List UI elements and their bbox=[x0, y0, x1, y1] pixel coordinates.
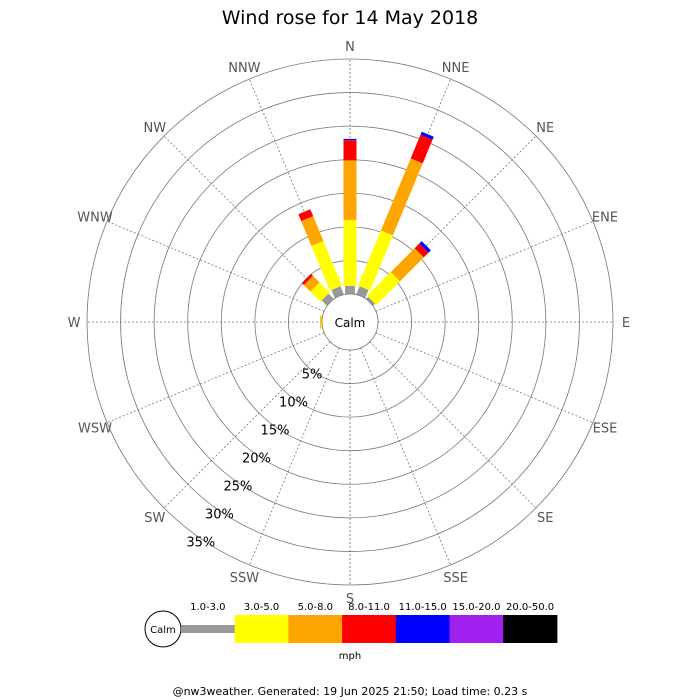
bar-ene-5.0-8.0 bbox=[390, 248, 424, 282]
bar-nw-3.0-5.0 bbox=[310, 282, 330, 302]
legend-label-15.0-20.0: 15.0-20.0 bbox=[452, 602, 500, 613]
calm-circle-group: Calm bbox=[321, 293, 379, 351]
bar-nnw-8.0-11.0 bbox=[298, 209, 314, 222]
legend-swatch-20.0-50.0 bbox=[503, 615, 558, 643]
spoke-se bbox=[369, 341, 537, 509]
direction-label-e: E bbox=[622, 316, 630, 331]
radial-tick-label-6: 30% bbox=[205, 507, 234, 522]
direction-label-s: S bbox=[346, 592, 354, 607]
spoke-ese bbox=[375, 332, 594, 424]
direction-label-nw: NW bbox=[144, 121, 167, 136]
spoke-ene bbox=[375, 220, 594, 312]
chart-title: Wind rose for 14 May 2018 bbox=[222, 7, 479, 29]
spoke-wsw bbox=[106, 332, 325, 424]
bar-nne-8.0-11.0 bbox=[410, 134, 433, 164]
bar-w-5.0-8.0 bbox=[320, 315, 321, 329]
radial-tick-label-3: 15% bbox=[261, 423, 290, 438]
direction-label-wsw: WSW bbox=[78, 422, 112, 437]
bar-nne-3.0-5.0 bbox=[358, 230, 393, 291]
direction-label-ne: NE bbox=[536, 121, 554, 136]
bar-nw-5.0-8.0 bbox=[303, 275, 320, 292]
legend-swatch-11.0-15.0 bbox=[395, 615, 450, 643]
bar-nw-1.0-3.0 bbox=[321, 293, 334, 306]
legend-swatch-3.0-5.0 bbox=[234, 615, 289, 643]
grid-circle-5 bbox=[153, 125, 547, 519]
bar-nnw-5.0-8.0 bbox=[301, 216, 324, 246]
direction-label-ene: ENE bbox=[592, 210, 618, 225]
radial-tick-label-4: 20% bbox=[242, 451, 271, 466]
bar-w-3.0-5.0 bbox=[320, 315, 322, 329]
radial-tick-label-1: 5% bbox=[302, 367, 323, 382]
direction-label-nne: NNE bbox=[442, 61, 470, 76]
bar-n-8.0-11.0 bbox=[343, 140, 357, 161]
radial-tick-label-7: 35% bbox=[186, 535, 215, 550]
direction-label-sse: SSE bbox=[443, 571, 468, 586]
legend-swatch-5.0-8.0 bbox=[288, 615, 343, 643]
bar-n-5.0-8.0 bbox=[343, 160, 357, 221]
bar-nnw-3.0-5.0 bbox=[311, 240, 342, 291]
spoke-ne bbox=[369, 135, 537, 303]
spoke-sw bbox=[163, 341, 331, 509]
bar-ene-1.0-3.0 bbox=[366, 296, 376, 306]
spoke-ssw bbox=[248, 347, 340, 566]
legend-label-11.0-15.0: 11.0-15.0 bbox=[399, 602, 447, 613]
legend-unit-label: mph bbox=[339, 651, 361, 662]
legend-swatch-8.0-11.0 bbox=[342, 615, 397, 643]
bar-ene-8.0-11.0 bbox=[414, 243, 429, 258]
radial-tick-label-5: 25% bbox=[223, 479, 252, 494]
direction-label-nnw: NNW bbox=[228, 61, 260, 76]
bar-nne-1.0-3.0 bbox=[356, 286, 369, 298]
bar-ene-3.0-5.0 bbox=[367, 272, 400, 305]
bar-ene-11.0-15.0 bbox=[419, 241, 431, 253]
bar-nw-8.0-11.0 bbox=[301, 273, 313, 285]
bar-n-3.0-5.0 bbox=[343, 220, 357, 286]
spoke-sse bbox=[360, 347, 452, 566]
direction-label-ssw: SSW bbox=[230, 571, 260, 586]
legend-swatch-15.0-20.0 bbox=[449, 615, 504, 643]
direction-label-wnw: WNW bbox=[77, 210, 113, 225]
direction-label-n: N bbox=[345, 40, 355, 55]
legend-label-5.0-8.0: 5.0-8.0 bbox=[298, 602, 333, 613]
bar-nne-5.0-8.0 bbox=[380, 158, 423, 236]
direction-label-w: W bbox=[68, 316, 81, 331]
direction-label-se: SE bbox=[537, 511, 553, 526]
direction-label-sw: SW bbox=[144, 511, 165, 526]
legend-label-20.0-50.0: 20.0-50.0 bbox=[506, 602, 554, 613]
direction-labels: N NNE NE ENE E ESE SE SSE S SSW SW WSW W WNW NW NNW bbox=[68, 40, 631, 607]
spoke-nw bbox=[163, 135, 331, 303]
bar-nnw-1.0-3.0 bbox=[331, 286, 344, 298]
bar-n-1.0-3.0 bbox=[345, 285, 355, 294]
footer-text: @nw3weather. Generated: 19 Jun 2025 21:5… bbox=[173, 685, 528, 698]
legend-swatch-1.0-3.0 bbox=[181, 625, 236, 633]
direction-label-ese: ESE bbox=[593, 422, 618, 437]
speed-legend: Calm 1.0-3.0 3.0-5.0 5.0-8.0 8.0-11.0 11.0-15… bbox=[144, 602, 558, 648]
spoke-wnw bbox=[106, 220, 325, 312]
legend-calm-label: Calm bbox=[150, 625, 176, 636]
bar-n-11.0-15.0 bbox=[343, 138, 357, 141]
grid-circle-7 bbox=[86, 58, 614, 586]
calm-circle bbox=[321, 293, 379, 351]
radial-tick-labels: 5% 10% 15% 20% 25% 30% 35% bbox=[186, 367, 322, 550]
bar-nne-11.0-15.0 bbox=[420, 131, 434, 140]
radial-tick-label-2: 10% bbox=[279, 395, 308, 410]
legend-label-1.0-3.0: 1.0-3.0 bbox=[190, 602, 225, 613]
spoke-nnw bbox=[248, 78, 340, 297]
legend-label-3.0-5.0: 3.0-5.0 bbox=[244, 602, 279, 613]
calm-label: Calm bbox=[335, 316, 366, 330]
wind-bars bbox=[298, 131, 434, 329]
legend-label-8.0-11.0: 8.0-11.0 bbox=[348, 602, 390, 613]
